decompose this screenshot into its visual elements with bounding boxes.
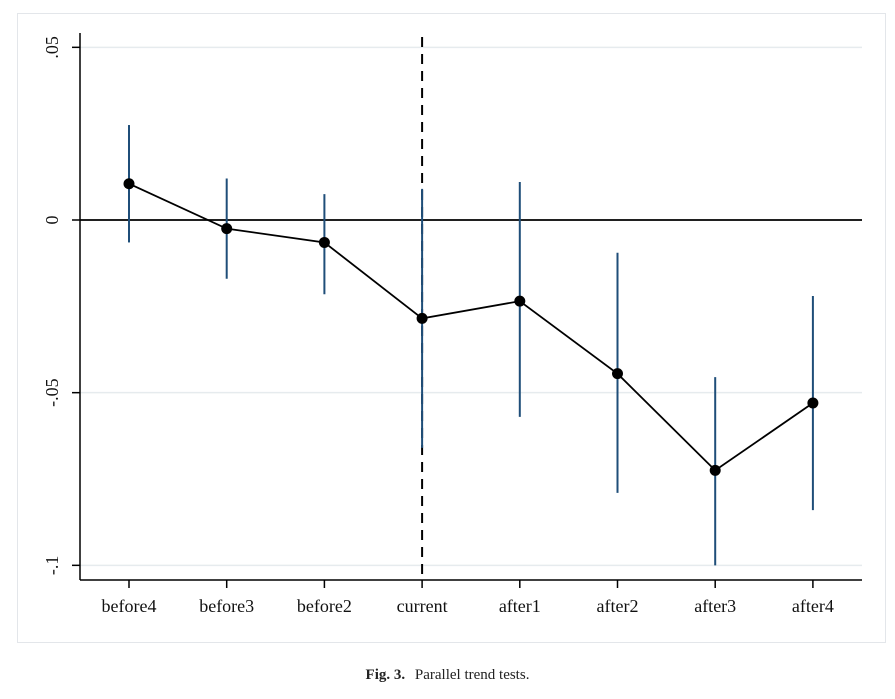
x-tick-label: before4: [102, 596, 157, 616]
x-tick-label: before3: [199, 596, 254, 616]
figure-caption: Fig. 3. Parallel trend tests.: [0, 667, 895, 684]
y-tick-label: -.05: [42, 378, 62, 407]
parallel-trend-chart: .05 0 -.05 -.1 before4 before3 before2 current…: [42, 33, 862, 616]
grid-layer: [80, 46, 862, 567]
figure-caption-text: Parallel trend tests.: [414, 667, 530, 683]
figure-frame: [17, 13, 886, 643]
figure-label: Fig. 3.: [365, 667, 406, 683]
data-point: [221, 223, 233, 235]
series-points: [123, 178, 819, 476]
y-tick-label: 0: [42, 216, 62, 225]
y-tick-label: .05: [42, 36, 62, 59]
x-tick-label: before2: [297, 596, 352, 616]
data-point: [807, 397, 819, 409]
data-point: [318, 236, 330, 248]
confidence-intervals: [128, 125, 814, 566]
data-point: [123, 178, 135, 190]
data-point: [612, 368, 623, 380]
data-point: [709, 464, 721, 476]
reference-lines: [80, 37, 862, 580]
x-ticks: before4 before3 before2 current after1 after2…: [102, 580, 834, 616]
x-tick-label: after1: [499, 596, 541, 616]
x-tick-label: after2: [597, 596, 639, 616]
x-tick-label: after4: [792, 596, 834, 616]
series-line: [128, 182, 814, 472]
axes: [79, 33, 862, 581]
data-point: [416, 312, 428, 324]
x-tick-label: current: [397, 596, 448, 616]
series-line-layer: [128, 182, 814, 472]
x-tick-label: after3: [694, 596, 736, 616]
y-ticks: .05 0 -.05 -.1: [42, 36, 80, 575]
data-point: [514, 295, 526, 307]
y-tick-label: -.1: [42, 556, 62, 576]
